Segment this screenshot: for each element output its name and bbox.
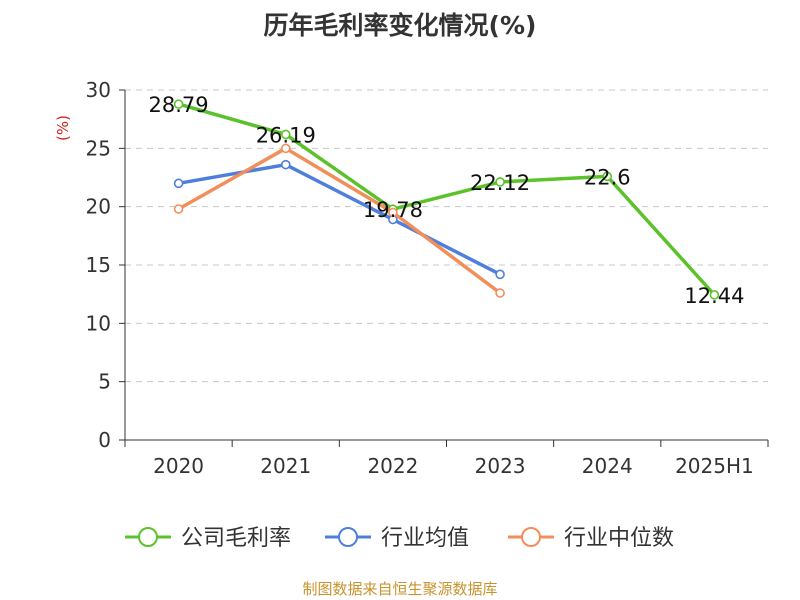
- data-point: [173, 178, 184, 189]
- data-label: 12.44: [684, 284, 744, 308]
- data-labels: 28.79 26.19 19.78 22.12 22.6 12.44: [149, 93, 745, 308]
- x-tick-label: 2022: [367, 454, 418, 478]
- x-tick-label: 2021: [260, 454, 311, 478]
- grid-lines: [125, 89, 768, 383]
- axes: 0 5 10 15 20 25 30 2020 2021 2022 2023 2024 2025H1: [86, 78, 769, 478]
- legend-label: 行业均值: [381, 526, 469, 551]
- y-tick-label: 5: [98, 370, 111, 394]
- data-point: [280, 159, 291, 170]
- y-tick-label: 0: [98, 428, 111, 452]
- legend: 公司毛利率 行业均值 行业中位数: [125, 526, 674, 551]
- y-tick-label: 30: [86, 78, 111, 102]
- data-point: [173, 99, 184, 109]
- data-label: 22.12: [470, 171, 530, 195]
- series-lines: [173, 99, 720, 300]
- legend-label: 行业中位数: [564, 526, 674, 551]
- x-tick-label: 2024: [582, 454, 633, 478]
- chart-title: 历年毛利率变化情况(%): [263, 11, 537, 40]
- x-tick-label: 2020: [153, 454, 204, 478]
- data-point: [602, 171, 613, 182]
- data-point: [495, 269, 505, 280]
- data-point: [495, 288, 505, 298]
- y-tick-label: 15: [86, 253, 111, 277]
- legend-label: 公司毛利率: [181, 526, 291, 551]
- legend-marker: [138, 527, 158, 547]
- y-tick-label: 10: [86, 311, 111, 335]
- x-tick-label: 2025H1: [675, 454, 754, 478]
- x-tick-label: 2023: [475, 454, 526, 478]
- data-point: [495, 177, 505, 187]
- data-point: [709, 290, 720, 300]
- y-tick-label: 25: [86, 136, 111, 160]
- y-tick-label: 20: [86, 195, 111, 219]
- data-label: 28.79: [149, 93, 209, 117]
- data-label: 19.78: [363, 198, 423, 222]
- series-line: [178, 102, 716, 297]
- data-label: 22.6: [584, 165, 631, 189]
- legend-marker: [338, 527, 358, 547]
- data-label: 26.19: [256, 123, 316, 147]
- series-line: [178, 162, 501, 276]
- data-point: [388, 207, 398, 218]
- y-axis-label: (%): [54, 115, 72, 141]
- series-line: [177, 146, 502, 295]
- legend-marker: [521, 527, 541, 547]
- data-point: [280, 143, 291, 154]
- source-note: 制图数据来自恒生聚源数据库: [302, 580, 498, 598]
- data-point: [280, 129, 291, 140]
- data-point: [173, 204, 184, 214]
